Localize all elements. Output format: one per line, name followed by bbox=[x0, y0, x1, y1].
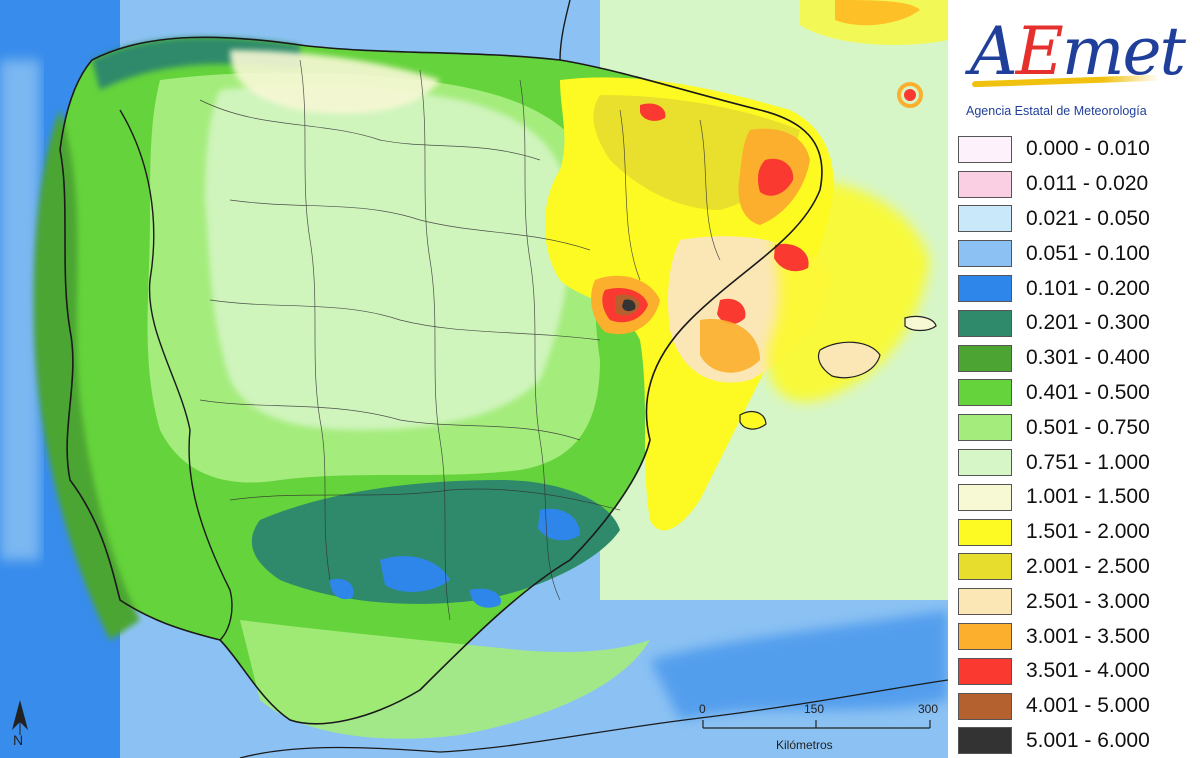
legend-label: 5.001 - 6.000 bbox=[1026, 728, 1150, 752]
legend-row: 0.501 - 0.750 bbox=[958, 410, 1198, 445]
legend-swatch bbox=[958, 309, 1012, 337]
legend-row: 1.001 - 1.500 bbox=[958, 480, 1198, 515]
north-arrow: N bbox=[6, 690, 36, 756]
legend-swatch bbox=[958, 344, 1012, 372]
legend-label: 0.201 - 0.300 bbox=[1026, 311, 1150, 335]
legend-label: 2.001 - 2.500 bbox=[1026, 554, 1150, 578]
legend-row: 0.011 - 0.020 bbox=[958, 167, 1198, 202]
logo-subtitle: Agencia Estatal de Meteorología bbox=[966, 104, 1147, 118]
balearic-red-ring bbox=[897, 82, 923, 108]
legend-swatch bbox=[958, 414, 1012, 442]
logo-letter-e: E bbox=[1015, 13, 1064, 90]
aemet-logo: AEmet Agencia Estatal de Meteorología bbox=[962, 8, 1192, 126]
province-borders bbox=[199, 59, 721, 621]
legend-row: 1.501 - 2.000 bbox=[958, 515, 1198, 550]
legend-swatch bbox=[958, 170, 1012, 198]
legend-label: 0.401 - 0.500 bbox=[1026, 380, 1150, 404]
legend-swatch bbox=[958, 135, 1012, 163]
legend-swatch bbox=[958, 588, 1012, 616]
legend-swatch bbox=[958, 692, 1012, 720]
legend-label: 3.001 - 3.500 bbox=[1026, 624, 1150, 648]
andalusia-blue-1 bbox=[380, 556, 450, 592]
valencia-red-1 bbox=[717, 298, 746, 325]
andalusia-blue-2 bbox=[538, 508, 580, 541]
legend-label: 0.051 - 0.100 bbox=[1026, 241, 1150, 265]
west-coast-green bbox=[33, 110, 140, 640]
legend-label: 0.021 - 0.050 bbox=[1026, 206, 1150, 230]
south-coast-light bbox=[240, 620, 650, 739]
scale-bar-graphic bbox=[702, 720, 931, 729]
scale-tick-150: 150 bbox=[804, 702, 825, 716]
legend-row: 0.751 - 1.000 bbox=[958, 445, 1198, 480]
legend-swatch bbox=[958, 275, 1012, 303]
legend-swatch bbox=[958, 657, 1012, 685]
map-canvas bbox=[0, 0, 948, 758]
legend-swatch bbox=[958, 205, 1012, 233]
north-arrow-shape bbox=[12, 700, 28, 735]
andalusia-blue-4 bbox=[330, 578, 354, 600]
legend-row: 3.001 - 3.500 bbox=[958, 619, 1198, 654]
legend-label: 1.501 - 2.000 bbox=[1026, 520, 1150, 544]
legend-swatch bbox=[958, 553, 1012, 581]
legend-swatch bbox=[958, 240, 1012, 268]
legend-row: 0.021 - 0.050 bbox=[958, 202, 1198, 237]
legend-row: 0.000 - 0.010 bbox=[958, 132, 1198, 167]
scale-unit: Kilómetros bbox=[776, 738, 833, 752]
valencia-orange bbox=[700, 319, 760, 373]
precipitation-map: 0 150 300 Kilómetros N bbox=[0, 0, 948, 758]
legend-row: 0.101 - 0.200 bbox=[958, 271, 1198, 306]
top-right-orange bbox=[800, 0, 948, 45]
france-border bbox=[559, 0, 571, 61]
legend-row: 0.401 - 0.500 bbox=[958, 376, 1198, 411]
legend-swatch bbox=[958, 518, 1012, 546]
logo-letter-a: A bbox=[970, 13, 1018, 90]
mallorca-outline bbox=[817, 341, 881, 379]
ibiza-outline bbox=[739, 411, 767, 430]
legend-row: 0.301 - 0.400 bbox=[958, 341, 1198, 376]
balearic-red-spot bbox=[904, 89, 916, 101]
legend-label: 0.501 - 0.750 bbox=[1026, 415, 1150, 439]
legend-row: 3.501 - 4.000 bbox=[958, 654, 1198, 689]
andalusia-blue-3 bbox=[470, 588, 501, 608]
sea-yellow bbox=[760, 178, 930, 402]
legend-panel: AEmet Agencia Estatal de Meteorología 0.… bbox=[948, 0, 1200, 758]
legend-label: 3.501 - 4.000 bbox=[1026, 659, 1150, 683]
meseta-pale bbox=[205, 84, 571, 430]
scale-tick-0: 0 bbox=[699, 702, 706, 716]
legend-swatch bbox=[958, 449, 1012, 477]
legend-label: 0.101 - 0.200 bbox=[1026, 276, 1150, 300]
legend-label: 0.751 - 1.000 bbox=[1026, 450, 1150, 474]
legend-label: 4.001 - 5.000 bbox=[1026, 694, 1150, 718]
legend-swatch bbox=[958, 623, 1012, 651]
teruel-black bbox=[622, 299, 636, 312]
scale-bar: 0 150 300 Kilómetros bbox=[690, 700, 948, 758]
legend-label: 1.001 - 1.500 bbox=[1026, 485, 1150, 509]
andalusia-dark bbox=[251, 480, 620, 604]
valencia-red-2 bbox=[774, 243, 809, 272]
scale-tick-300: 300 bbox=[918, 702, 939, 716]
legend-row: 4.001 - 5.000 bbox=[958, 689, 1198, 724]
legend-label: 0.011 - 0.020 bbox=[1026, 172, 1149, 196]
legend-label: 2.501 - 3.000 bbox=[1026, 589, 1150, 613]
menorca-outline bbox=[904, 315, 937, 332]
legend-row: 2.501 - 3.000 bbox=[958, 584, 1198, 619]
north-letter: N bbox=[13, 732, 24, 748]
north-africa-coast bbox=[239, 679, 948, 758]
legend-row: 2.001 - 2.500 bbox=[958, 550, 1198, 585]
pyrenees-red bbox=[640, 103, 666, 121]
plateau-cream bbox=[230, 50, 440, 114]
legend-row: 0.051 - 0.100 bbox=[958, 236, 1198, 271]
legend-swatch bbox=[958, 379, 1012, 407]
portugal-border bbox=[119, 109, 233, 641]
legend-list: 0.000 - 0.010 0.011 - 0.020 0.021 - 0.050 0… bbox=[958, 132, 1198, 758]
legend-label: 0.000 - 0.010 bbox=[1026, 137, 1150, 161]
legend-row: 0.201 - 0.300 bbox=[958, 306, 1198, 341]
legend-swatch bbox=[958, 727, 1012, 755]
legend-label: 0.301 - 0.400 bbox=[1026, 346, 1150, 370]
atlantic-far bbox=[0, 60, 40, 560]
legend-swatch bbox=[958, 483, 1012, 511]
legend-row: 5.001 - 6.000 bbox=[958, 724, 1198, 758]
catalonia-red bbox=[757, 158, 794, 196]
coastline bbox=[59, 36, 823, 725]
